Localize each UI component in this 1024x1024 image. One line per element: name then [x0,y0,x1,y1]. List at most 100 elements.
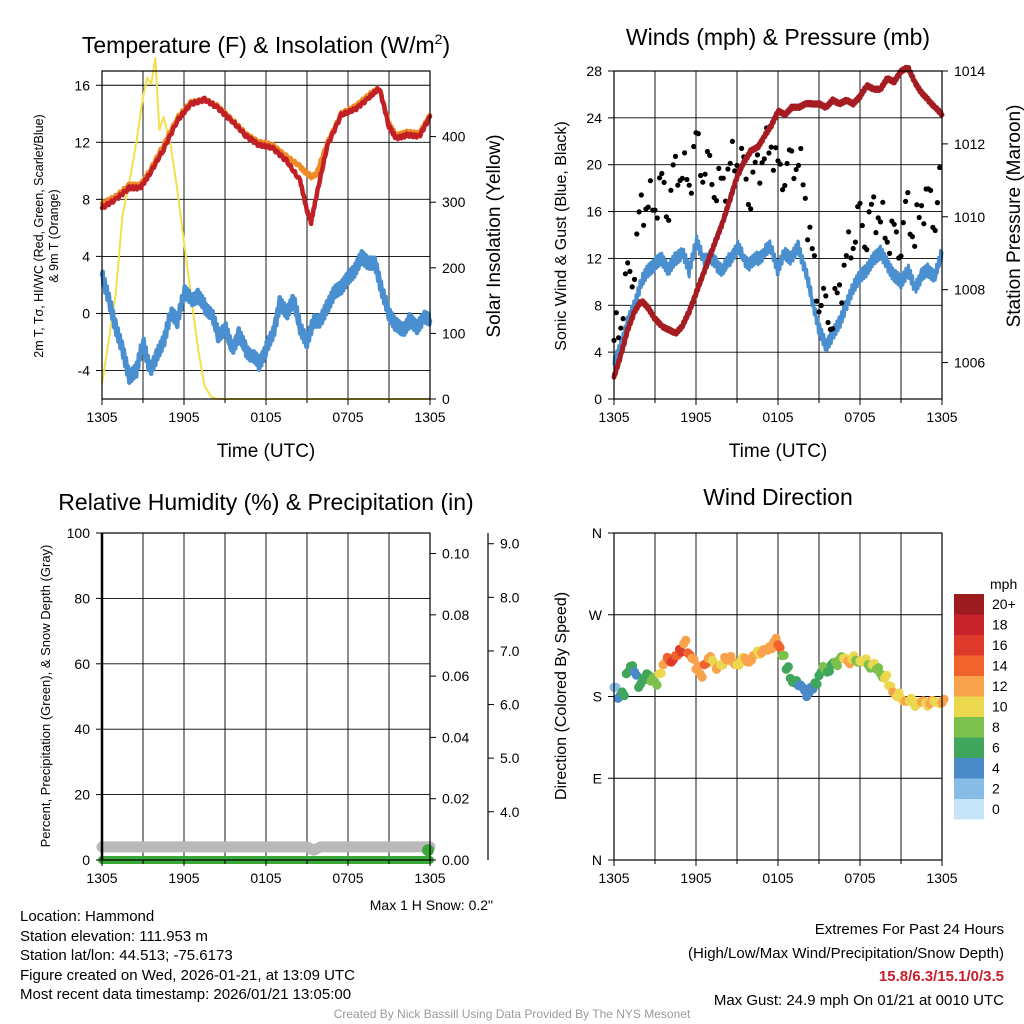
direction-point [681,635,691,645]
gust-point [759,160,765,166]
colorbar-title: mph [990,576,1017,592]
gust-point [695,131,701,137]
gust-point [729,138,736,144]
gust-point [857,200,863,206]
colorbar-label: 20+ [992,596,1016,612]
grid-layer [102,71,942,860]
temperature-xtick-label: 0105 [250,409,281,425]
gust-point [720,175,726,181]
gust-point [631,276,638,282]
gust-point [627,268,633,274]
data-layer [96,56,949,864]
temperature-ytick-label: 12 [74,134,90,150]
gust-point [898,253,904,259]
humidity-ytick-label: 60 [74,656,90,672]
gust-point [686,182,692,188]
gust-point [700,179,706,185]
colorbar-swatch [954,717,984,738]
gust-point [727,160,733,166]
humidity-y2tick-label: 9.0 [500,536,520,552]
colorbar-label: 10 [992,699,1008,715]
humidity-y2tick-label: 0.00 [442,852,469,868]
temperature-series-hi-wc [99,248,433,385]
gust-point [848,255,854,261]
winds-xlabel: Time (UTC) [729,441,828,462]
winds-ylabel: Sonic Wind & Gust (Blue, Black) [553,121,570,350]
humidity-xtick-label: 1305 [86,870,117,886]
gust-point [777,161,783,167]
colorbar-label: 2 [992,781,1000,797]
humidity-title: Relative Humidity (%) & Precipitation (i… [58,489,473,515]
humidity-xtick-label: 1305 [414,870,445,886]
gust-point [900,220,906,226]
gust-point [791,175,797,182]
gust-point [841,262,847,268]
gust-point [713,198,720,204]
humidity-ytick-label: 20 [74,787,90,803]
humidity-y2tick-label: 8.0 [500,589,520,605]
direction-point [656,668,666,678]
extremes-panel: Extremes For Past 24 Hours (High/Low/Max… [688,918,1004,1012]
station-location: Location: Hammond [20,908,155,925]
wind-direction-ytick-label: S [593,689,602,705]
gust-point [613,310,619,316]
gust-point [805,237,811,243]
temperature-ytick-label: 0 [82,305,90,321]
gust-point [670,162,676,168]
humidity-y2tick-label: 4.0 [500,804,520,820]
direction-point [882,670,892,680]
gust-point [641,222,647,228]
gust-point [782,182,788,189]
gust-point [823,293,829,299]
gust-point [679,175,685,181]
gust-point [793,166,799,173]
gust-point [750,169,756,175]
colorbar-swatch [954,737,984,758]
gust-point [622,271,629,277]
colorbar-label: 0 [992,801,1000,817]
extremes-title: Extremes For Past 24 Hours [814,921,1004,938]
wind-direction-ytick-label: N [592,525,602,541]
colorbar-swatch [954,799,984,820]
gust-point [766,150,772,156]
humidity-y2tick-label: 0.10 [442,546,469,562]
gust-point [634,231,640,237]
gust-point [937,164,943,171]
wind-direction-ytick-label: E [593,770,602,786]
gust-point [672,153,679,159]
temperature-xtick-label: 1905 [168,409,199,425]
temperature-xtick-label: 1305 [414,409,445,425]
wind-direction-xtick-label: 0705 [844,870,875,886]
direction-point [783,662,793,672]
wind-direction-ytick-label: N [592,852,602,868]
colorbar-label: 16 [992,637,1008,653]
gust-point [748,206,754,212]
gust-point [891,221,897,227]
gust-point [866,209,872,215]
winds-series-station-pressure [611,64,945,380]
gust-point [666,217,672,223]
humidity-y2tick-label: 0.04 [442,729,469,745]
gust-point [821,285,827,291]
gust-point [818,302,824,309]
gust-point [636,209,642,215]
wind-direction-ytick-label: W [589,607,603,623]
gust-point [691,143,697,150]
colorbar-swatch [954,778,984,799]
extremes-legend: (High/Low/Max Wind/Precipitation/Snow De… [688,944,1004,962]
gust-point [618,325,624,331]
direction-point [939,694,949,704]
winds-ytick-label: 16 [586,204,602,220]
wind-direction-xtick-label: 1305 [926,870,957,886]
gust-point [688,190,695,196]
gust-point [743,176,749,182]
humidity-y2tick-label: 7.0 [500,643,520,659]
figure-created: Figure created on Wed, 2026-01-21, at 13… [20,966,355,984]
winds-y2label: Station Pressure (Maroon) [1004,105,1024,328]
temperature-y2tick-label: 200 [442,260,466,276]
gust-point [928,187,934,193]
wind-direction-title: Wind Direction [703,484,853,510]
direction-point [689,654,699,665]
humidity-y2tick-label: 0.02 [442,791,469,807]
